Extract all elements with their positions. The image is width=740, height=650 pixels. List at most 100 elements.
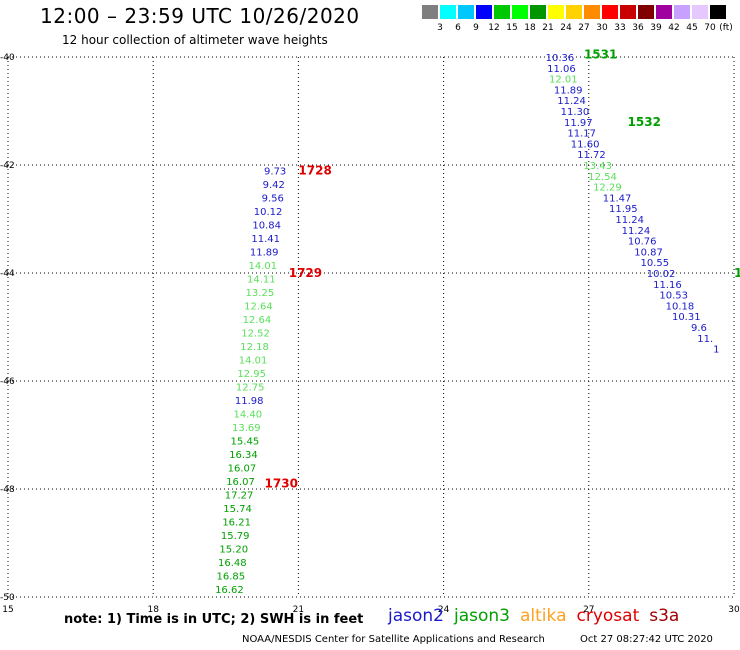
color-scale-label: 24 [560, 23, 572, 33]
satellite-legend-item: altika [520, 606, 567, 626]
page-title: 12:00 – 23:59 UTC 10/26/2020 [40, 4, 360, 28]
wave-height-value: 12.54 [588, 172, 617, 183]
wave-height-value: 14.01 [248, 261, 277, 272]
footer-note: note: 1) Time is in UTC; 2) SWH is in fe… [64, 612, 364, 627]
track-number-label: 1728 [298, 163, 331, 177]
page-subtitle: 12 hour collection of altimeter wave hei… [62, 33, 328, 47]
color-scale-label: 33 [614, 23, 626, 33]
longitude-tick-label: 21 [293, 605, 304, 615]
wave-height-value: 12.64 [243, 315, 272, 326]
wave-height-values: 9.73 9.42 9.56 10.12 10.84 11.41 11.89 14.01 14.… [215, 53, 719, 596]
wave-height-value: 10.31 [672, 312, 701, 323]
wave-height-value: 10.18 [666, 301, 695, 312]
wave-height-value: 13.43 [583, 161, 612, 172]
color-scale-label: 36 [632, 23, 644, 33]
color-swatch [656, 5, 672, 19]
credit-line: NOAA/NESDIS Center for Satellite Applica… [242, 634, 545, 645]
color-swatch [548, 5, 564, 19]
wave-height-value: 11.17 [567, 129, 596, 140]
wave-height-value: 11. [697, 334, 713, 345]
generation-timestamp: Oct 27 08:27:42 UTC 2020 [580, 634, 713, 645]
color-scale-label: 42 [668, 23, 680, 33]
wave-height-value: 9.6 [691, 323, 707, 334]
color-swatch [584, 5, 600, 19]
longitude-tick-label: 27 [583, 605, 594, 615]
color-scale-label: 12 [488, 23, 500, 33]
wave-height-value: 12.18 [240, 342, 269, 353]
color-scale-unit: (ft) [719, 23, 733, 33]
wave-height-value: 10.87 [634, 247, 663, 258]
wave-height-value: 16.21 [222, 517, 251, 528]
grid-lines [7, 56, 735, 598]
satellite-legend-item: jason3 [454, 606, 510, 626]
color-scale-label: 70 [704, 23, 716, 33]
color-scale-label: 18 [524, 23, 536, 33]
wave-height-value: 10.36 [546, 53, 575, 64]
color-swatch [476, 5, 492, 19]
track-number-label: 1 [734, 266, 740, 280]
track-labels: 1728 1729 1730 1531 1532 1 [265, 47, 740, 490]
wave-height-value: 9.73 [264, 166, 286, 177]
wave-height-value: 13.69 [232, 423, 261, 434]
wave-height-value: 12.52 [241, 328, 270, 339]
color-swatch [458, 5, 474, 19]
wave-height-value: 11.97 [564, 118, 593, 129]
wave-height-value: 11.95 [609, 204, 638, 215]
wave-height-value: 11.60 [571, 139, 600, 150]
color-scale-label: 9 [473, 23, 479, 33]
color-swatch [692, 5, 708, 19]
longitude-tick-label: 30 [728, 605, 740, 615]
latitude-tick-label: -46 [0, 377, 15, 387]
wave-height-value: 11.89 [554, 85, 583, 96]
wave-height-value: 14.11 [247, 274, 276, 285]
color-swatch [512, 5, 528, 19]
wave-height-value: 15.20 [219, 544, 248, 555]
wave-height-value: 10.76 [628, 237, 657, 248]
wave-height-value: 1 [713, 345, 719, 356]
wave-height-value: 11.41 [251, 234, 280, 245]
wave-height-value: 11.89 [250, 247, 279, 258]
satellite-legend-item: jason2 [388, 606, 444, 626]
latitude-tick-label: -48 [0, 485, 15, 495]
wave-height-value: 10.12 [254, 207, 283, 218]
wave-height-value: 10.84 [252, 220, 281, 231]
color-swatch [494, 5, 510, 19]
wave-height-value: 14.01 [239, 355, 268, 366]
color-scale-label: 21 [542, 23, 554, 33]
wave-height-value: 11.24 [557, 96, 586, 107]
color-swatch [440, 5, 456, 19]
latitude-tick-label: -42 [0, 161, 15, 171]
wave-height-value: 16.34 [229, 450, 258, 461]
wave-height-value: 15.45 [231, 436, 260, 447]
color-swatch [710, 5, 726, 19]
color-swatch [602, 5, 618, 19]
wave-height-value: 13.25 [246, 288, 275, 299]
satellite-legend: jason2 jason3 altika cryosat s3a [388, 606, 689, 626]
color-scale-label: 45 [686, 23, 698, 33]
wave-height-value: 11.24 [615, 215, 644, 226]
wave-height-value: 10.53 [659, 291, 688, 302]
color-swatch [422, 5, 438, 19]
color-scale-label: 15 [506, 23, 518, 33]
longitude-labels: 15 18 21 24 27 30 [2, 605, 740, 615]
longitude-tick-label: 24 [438, 605, 450, 615]
satellite-legend-item: s3a [649, 606, 680, 626]
color-scale-label: 6 [455, 23, 461, 33]
wave-height-value: 11.24 [622, 226, 651, 237]
wave-height-value: 11.16 [653, 280, 682, 291]
wave-height-value: 16.48 [218, 558, 247, 569]
wave-height-value: 12.95 [237, 369, 266, 380]
wave-height-value: 12.75 [236, 382, 265, 393]
wave-height-value: 12.01 [549, 75, 578, 86]
color-swatch [638, 5, 654, 19]
track-number-label: 1729 [289, 266, 322, 280]
wave-height-value: 11.06 [547, 64, 576, 75]
wave-height-value: 9.42 [263, 180, 285, 191]
color-scale-label: 39 [650, 23, 662, 33]
wave-height-value: 15.74 [223, 504, 252, 515]
wave-height-value: 11.30 [561, 107, 590, 118]
color-scale-label: 30 [596, 23, 608, 33]
color-swatch [566, 5, 582, 19]
color-scale-label: 27 [578, 23, 590, 33]
wave-height-value: 11.98 [235, 396, 264, 407]
